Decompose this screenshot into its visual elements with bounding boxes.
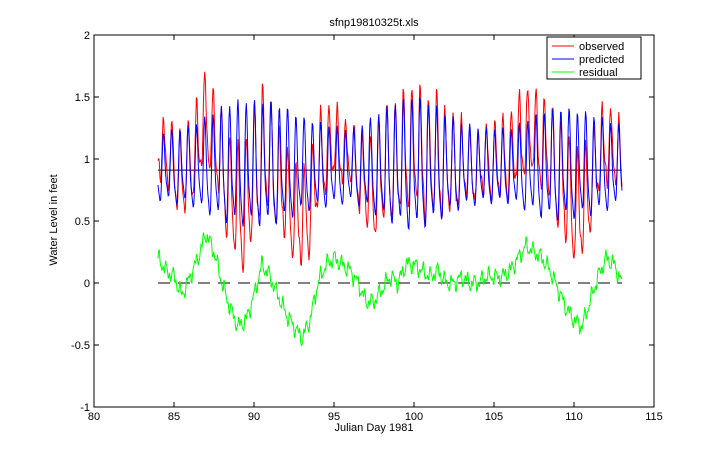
chart-title: sfnp19810325t.xls (329, 17, 419, 29)
x-tick-label: 90 (248, 411, 260, 423)
y-tick-label: 2 (84, 30, 90, 42)
x-axis-label: Julian Day 1981 (335, 422, 414, 434)
series-predicted-line (157, 97, 623, 231)
x-tick-label: 105 (485, 411, 503, 423)
y-tick-label: 0 (84, 278, 90, 290)
y-tick-label: -1 (80, 402, 90, 414)
y-tick-label: -0.5 (71, 340, 90, 352)
x-tick-label: 95 (328, 411, 340, 423)
legend-label-residual: residual (579, 67, 618, 79)
x-tick-label: 100 (405, 411, 423, 423)
y-tick-label: 1.5 (75, 92, 90, 104)
y-tick-label: 0.5 (75, 216, 90, 228)
series-layer (157, 71, 623, 347)
plot-frame (93, 34, 655, 408)
y-axis-label: Water Level in feet (48, 174, 60, 265)
x-tick-label: 115 (645, 411, 663, 423)
axis-ticks: 80 85 90 95 100 105 110 115 -1 -0.5 0 0.5 1 1.5 2 (71, 30, 663, 423)
y-tick-label: 1 (84, 154, 90, 166)
x-tick-label: 80 (88, 411, 100, 423)
x-tick-label: 85 (168, 411, 180, 423)
legend-label-observed: observed (579, 41, 624, 53)
series-residual-line (157, 232, 623, 347)
x-tick-label: 110 (565, 411, 583, 423)
legend-label-predicted: predicted (579, 54, 624, 66)
